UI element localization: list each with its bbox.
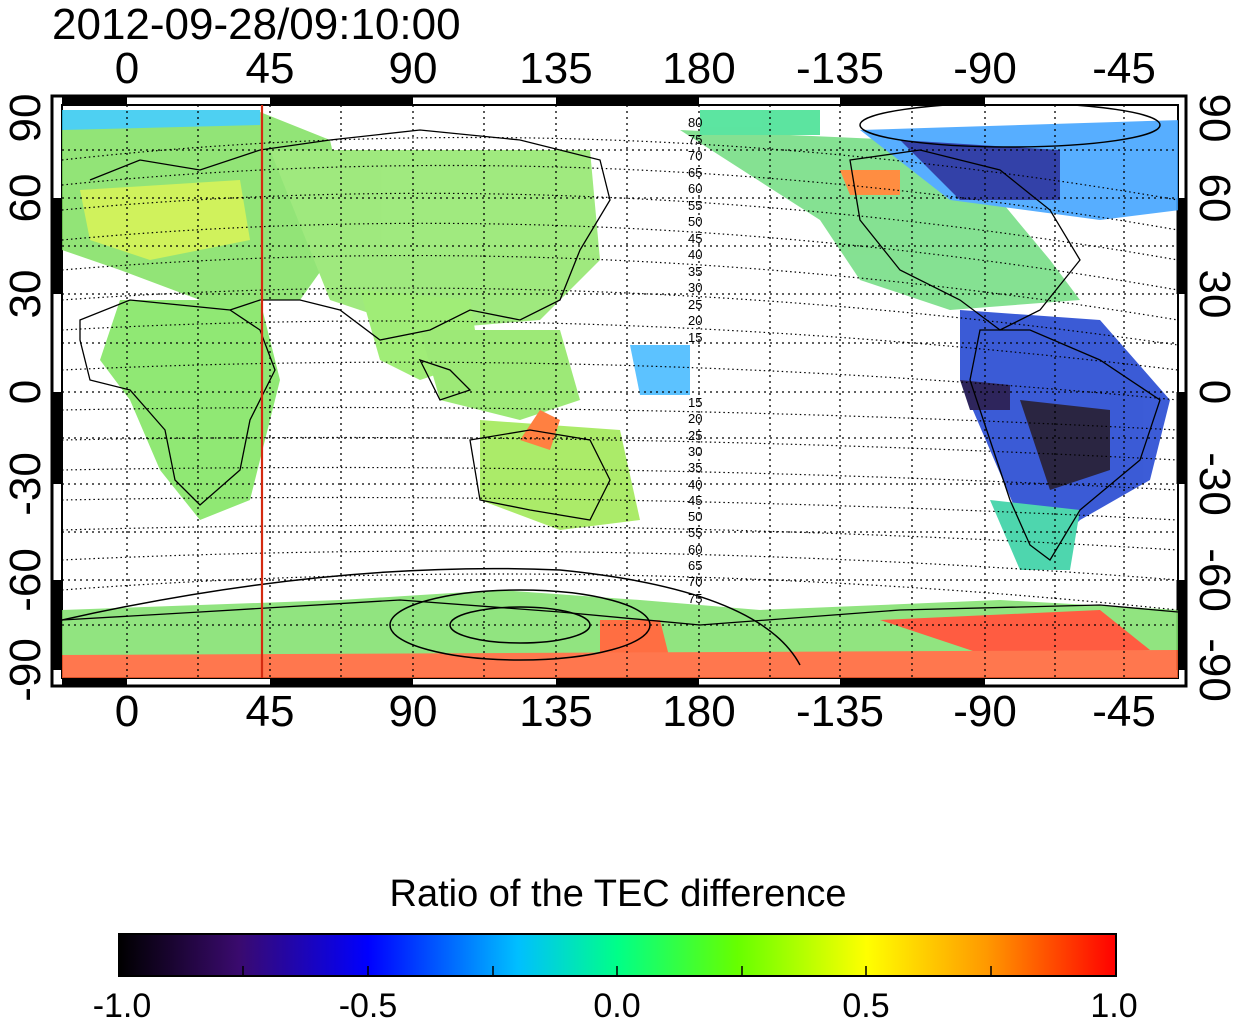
lon-tick-top: -90: [953, 44, 1017, 93]
contour-label: 30: [688, 443, 703, 459]
colorbar-tick-label: 0.5: [842, 987, 890, 1025]
lon-tick-bottom: 45: [245, 687, 295, 736]
contour-label: 35: [688, 263, 703, 279]
contour-label: 45: [688, 230, 703, 246]
contour-label: 60: [688, 181, 703, 196]
contour-label: 15: [688, 329, 703, 345]
contour-label: 65: [688, 164, 703, 180]
contour-label: 40: [688, 476, 703, 492]
contour-label: 80: [688, 115, 703, 130]
contour-label: 30: [688, 280, 703, 295]
lon-tick-bottom: -135: [795, 687, 885, 736]
contour-label: 75: [688, 131, 703, 147]
contour-label: 45: [688, 492, 703, 508]
contour-label: 60: [688, 541, 703, 557]
lon-tick-bottom: 90: [388, 687, 438, 736]
colorbar-tick-label: 1.0: [1090, 987, 1138, 1025]
lon-tick-bottom: -90: [953, 687, 1017, 736]
timestamp-title: 2012-09-28/09:10:00: [52, 0, 461, 49]
lon-tick-bottom: 180: [662, 687, 736, 736]
lon-tick-bottom: 0: [114, 687, 140, 736]
contour-label: 50: [688, 214, 703, 229]
colorbar-tick-label: 0.0: [593, 987, 641, 1025]
coastlines: [62, 129, 1178, 626]
contour-label: 75: [688, 590, 703, 606]
contour-label: 35: [688, 460, 703, 476]
lon-tick-top: 180: [662, 44, 736, 93]
contour-label: 55: [688, 525, 703, 541]
lon-tick-top: 90: [388, 44, 438, 93]
contour-label: 65: [688, 558, 703, 573]
contour-label: 55: [688, 197, 703, 213]
lon-tick-bottom: -45: [1092, 687, 1156, 736]
contour-label: 25: [688, 427, 703, 443]
colorbar-tick-label: -1.0: [92, 987, 152, 1025]
lon-tick-top: 0: [114, 44, 140, 93]
lon-tick-top: 135: [519, 44, 593, 93]
lon-tick-bottom: 135: [519, 687, 593, 736]
contour-label: 15: [688, 395, 703, 410]
colorbar-title: Ratio of the TEC difference: [389, 873, 847, 915]
contour-label: 20: [688, 313, 703, 328]
contour-label: 40: [688, 247, 703, 262]
tec-data-patches: [62, 110, 1178, 678]
contour-label: 70: [688, 148, 703, 163]
colorbar-tick-label: -0.5: [338, 987, 398, 1025]
pole-contours: [62, 105, 1161, 666]
contour-label: 20: [688, 411, 703, 427]
colorbar-ticks: [242, 966, 992, 976]
contour-label: 70: [688, 574, 703, 590]
lon-tick-top: -45: [1092, 44, 1156, 93]
frame-tick-marks: [52, 95, 1186, 687]
contour-label: 25: [688, 296, 703, 312]
lon-tick-top: 45: [245, 44, 295, 93]
contour-label: 50: [688, 509, 703, 525]
lon-tick-top: -135: [795, 44, 885, 93]
